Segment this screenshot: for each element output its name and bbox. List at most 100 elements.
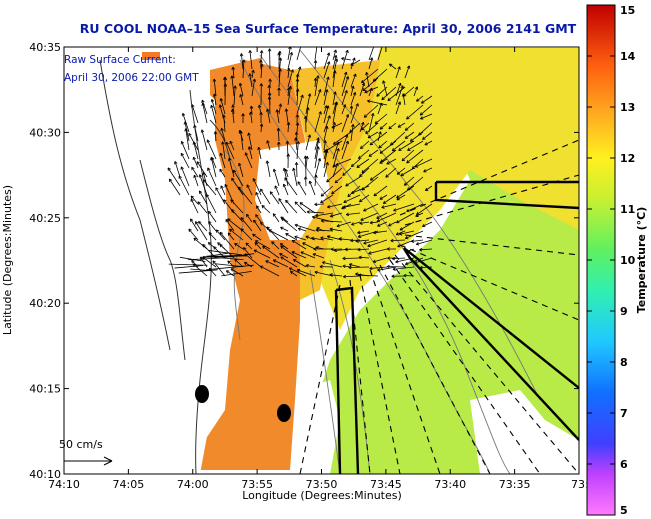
- current-vector: [266, 226, 280, 241]
- current-vector-head: [327, 105, 330, 109]
- current-vector-head: [195, 221, 199, 224]
- current-vector-head: [266, 226, 269, 230]
- current-vector: [349, 263, 361, 268]
- current-vector-head: [211, 157, 215, 160]
- current-vector-head: [396, 197, 399, 201]
- current-vector-head: [386, 248, 390, 251]
- scale-arrow: [64, 456, 113, 466]
- current-vector: [393, 203, 415, 212]
- current-vector-head: [419, 112, 422, 116]
- current-vector: [253, 219, 262, 232]
- current-vector: [246, 213, 253, 223]
- current-vector-head: [227, 260, 230, 264]
- current-vector-head: [213, 93, 217, 97]
- current-vector-head: [202, 172, 204, 176]
- current-vector-head: [190, 195, 195, 198]
- current-vector-head: [369, 57, 373, 61]
- current-vector-head: [229, 228, 231, 233]
- current-vector: [208, 232, 217, 241]
- current-vector: [245, 242, 253, 250]
- current-vector-head: [361, 189, 365, 191]
- current-vector-head: [254, 242, 257, 246]
- current-vector-head: [238, 186, 240, 190]
- current-vector-head: [275, 109, 278, 113]
- current-vector-head: [288, 68, 291, 72]
- current-vector-head: [372, 261, 377, 264]
- current-vector-head: [421, 100, 424, 104]
- current-vector-head: [422, 223, 425, 227]
- current-vector-head: [240, 130, 243, 134]
- current-vector-head: [273, 168, 277, 172]
- current-vector-head: [277, 128, 281, 132]
- current-vector-head: [369, 220, 373, 224]
- current-vector-head: [215, 229, 220, 232]
- current-vector: [287, 68, 290, 79]
- current-vector-head: [266, 108, 268, 112]
- current-vector-head: [379, 160, 382, 164]
- current-vector-head: [363, 114, 366, 118]
- current-vector: [395, 101, 401, 115]
- current-vector-head: [191, 166, 195, 170]
- current-vector-head: [324, 148, 328, 152]
- current-vector: [222, 141, 226, 160]
- current-vector-head: [327, 162, 329, 166]
- current-vector-head: [207, 242, 210, 246]
- current-vector: [278, 57, 282, 79]
- current-vector: [258, 147, 262, 160]
- current-vector: [314, 140, 319, 160]
- current-vector: [225, 141, 235, 160]
- current-vector-head: [232, 104, 235, 108]
- current-vector-head: [201, 99, 203, 104]
- current-vector-head: [351, 124, 354, 127]
- current-vector: [351, 185, 370, 194]
- current-vector-head: [404, 127, 407, 131]
- x-tick-label: 73:50: [306, 478, 338, 491]
- current-vector: [381, 86, 397, 101]
- current-vector-head: [245, 242, 249, 245]
- current-vector: [296, 122, 299, 133]
- current-vector-head: [381, 207, 385, 209]
- current-vector-head: [313, 248, 317, 251]
- current-vector: [368, 57, 373, 70]
- current-vector-head: [365, 130, 368, 134]
- current-vector: [349, 122, 361, 133]
- current-vector: [341, 58, 352, 61]
- current-vector-head: [363, 208, 366, 212]
- current-vector-head: [342, 206, 346, 209]
- current-vector-head: [279, 253, 282, 257]
- current-vector: [365, 122, 379, 134]
- current-vector: [280, 243, 289, 250]
- current-vector-head: [369, 87, 373, 91]
- current-vector: [346, 212, 361, 216]
- current-vector-head: [305, 115, 308, 119]
- current-vector-head: [382, 80, 386, 84]
- current-vector-head: [422, 136, 425, 140]
- current-vector-head: [371, 57, 374, 61]
- current-vector-head: [278, 87, 281, 91]
- current-vector-head: [364, 89, 367, 93]
- current-vector-head: [302, 43, 303, 46]
- scale-label: 50 cm/s: [59, 438, 103, 451]
- current-vector-head: [211, 104, 214, 108]
- current-vector-head: [279, 243, 282, 247]
- current-vector: [392, 140, 406, 152]
- current-vector-head: [223, 76, 226, 80]
- current-vector: [220, 98, 226, 115]
- current-vector: [404, 176, 415, 186]
- current-vector-head: [220, 152, 223, 156]
- current-vector-head: [373, 232, 377, 235]
- current-vector: [238, 186, 253, 205]
- current-vector: [234, 258, 244, 268]
- current-vector: [377, 102, 383, 115]
- current-vector-head: [328, 76, 330, 80]
- y-axis-label: Latitude (Degrees:Minutes): [1, 185, 14, 335]
- current-vector: [219, 168, 226, 178]
- current-vector: [181, 141, 190, 160]
- current-vector-head: [227, 218, 230, 222]
- current-vector-head: [297, 181, 301, 184]
- current-vector-head: [415, 213, 418, 217]
- current-vector-head: [215, 229, 218, 233]
- current-vector: [300, 251, 316, 259]
- current-vector-head: [387, 257, 391, 260]
- current-vector-head: [392, 267, 396, 270]
